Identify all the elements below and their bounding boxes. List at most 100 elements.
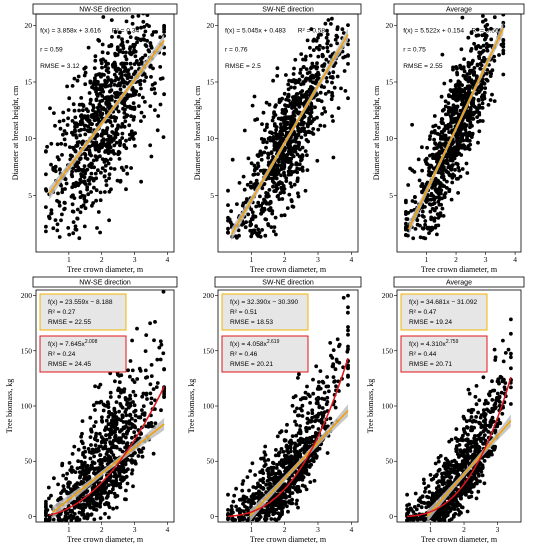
data-point — [275, 434, 280, 439]
data-point — [118, 68, 123, 72]
data-point — [81, 103, 86, 107]
data-point — [110, 130, 115, 134]
data-point — [44, 172, 48, 177]
data-point — [442, 177, 447, 182]
fit-annotation: RMSE = 2.55 — [403, 63, 443, 70]
data-point — [155, 381, 160, 385]
data-point — [439, 191, 443, 196]
data-point — [158, 357, 163, 362]
data-point — [257, 230, 262, 235]
y-tick-label: 0 — [389, 512, 393, 521]
data-point — [484, 71, 489, 76]
data-point — [332, 85, 337, 90]
fit-box-line: RMSE = 18.53 — [230, 319, 273, 326]
data-point — [281, 505, 285, 510]
data-point — [78, 177, 83, 182]
data-point — [103, 168, 108, 173]
data-point — [74, 144, 78, 148]
data-point — [312, 478, 317, 483]
data-point — [77, 181, 82, 186]
data-point — [286, 104, 291, 108]
data-point — [127, 374, 132, 379]
data-point — [318, 386, 323, 391]
y-tick-label: 100 — [21, 402, 33, 411]
data-point — [109, 18, 114, 22]
data-point — [159, 342, 164, 347]
data-point — [284, 429, 289, 434]
linear-fit-line — [48, 40, 165, 194]
fit-box-line: R² = 0.46 — [230, 351, 258, 358]
data-point — [88, 121, 92, 126]
data-point — [278, 130, 283, 135]
data-point — [271, 184, 275, 189]
data-point — [346, 0, 350, 1]
data-point — [416, 157, 421, 162]
data-point — [112, 408, 117, 413]
data-point — [317, 98, 321, 102]
data-point — [78, 190, 83, 195]
y-tick-label: 50 — [386, 457, 394, 466]
data-point — [461, 66, 466, 71]
data-point — [240, 203, 245, 208]
data-point — [118, 467, 123, 472]
data-point — [55, 198, 59, 203]
y-axis-label: Tree biomass, kg — [5, 379, 14, 434]
data-point — [114, 505, 119, 510]
data-point — [114, 483, 119, 488]
data-point — [57, 515, 61, 520]
data-point — [241, 509, 246, 514]
data-point — [477, 54, 481, 59]
data-point — [92, 471, 96, 475]
data-point — [125, 39, 130, 44]
data-point — [130, 87, 135, 92]
data-point — [93, 58, 98, 63]
data-point — [459, 96, 464, 101]
data-point — [94, 449, 99, 454]
data-point — [104, 178, 109, 183]
data-point — [64, 181, 69, 186]
data-point — [128, 35, 133, 39]
data-point — [98, 485, 103, 490]
data-point — [425, 225, 430, 230]
data-point — [346, 383, 350, 387]
data-point — [89, 443, 93, 447]
data-point — [297, 442, 302, 447]
data-point — [503, 381, 508, 385]
data-point — [337, 342, 342, 347]
data-point — [305, 38, 310, 43]
fit-box-line: R² = 0.51 — [230, 309, 258, 316]
data-point — [105, 457, 110, 461]
data-point — [432, 216, 437, 221]
data-point — [440, 196, 444, 201]
data-point — [315, 401, 320, 405]
data-point — [296, 194, 301, 199]
data-point — [100, 166, 105, 171]
data-point — [423, 222, 427, 227]
data-point — [91, 108, 95, 113]
data-point — [450, 180, 455, 185]
data-point — [72, 444, 77, 449]
x-tick-label: 1 — [67, 255, 71, 264]
data-point — [308, 45, 312, 50]
data-point — [284, 453, 288, 458]
fit-annotation: r = 0.59 — [40, 46, 63, 53]
data-point — [260, 186, 265, 191]
data-point — [128, 359, 133, 363]
data-point — [284, 73, 288, 77]
data-point — [317, 380, 321, 384]
data-point — [111, 483, 116, 488]
data-point — [346, 332, 350, 337]
data-point — [133, 49, 138, 54]
data-point — [270, 495, 275, 500]
data-point — [317, 33, 321, 37]
data-point — [256, 200, 261, 205]
data-point — [86, 476, 90, 481]
data-point — [72, 108, 77, 113]
data-point — [435, 131, 440, 136]
y-tick-label: 200 — [203, 291, 215, 300]
data-point — [107, 176, 111, 181]
data-point — [272, 122, 277, 126]
data-point — [299, 82, 303, 87]
data-point — [292, 117, 297, 122]
data-point — [133, 393, 138, 398]
